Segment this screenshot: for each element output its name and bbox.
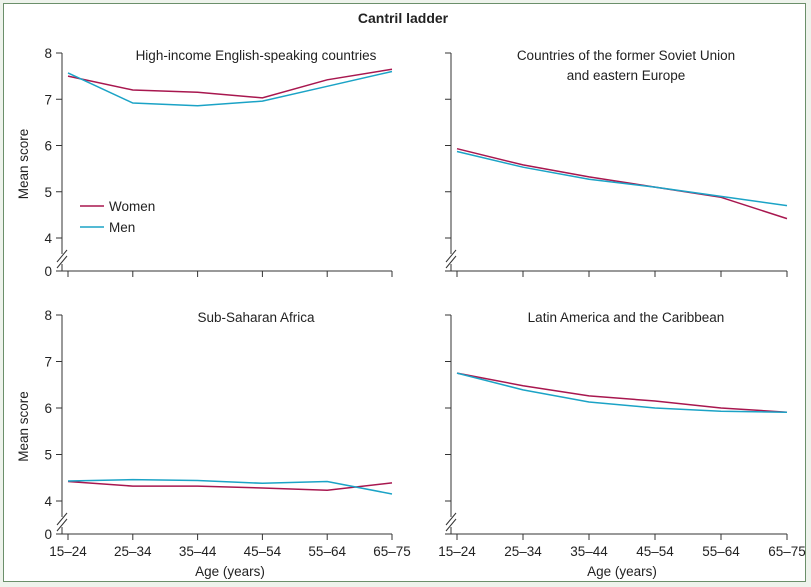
x-tick-label: 35–44 — [570, 544, 608, 559]
y-tick-label: 0 — [44, 264, 52, 279]
y-tick-label: 8 — [44, 308, 52, 323]
series-line-women — [67, 480, 393, 492]
x-tick-label: 15–24 — [49, 544, 87, 559]
y-tick-label: 5 — [44, 448, 52, 463]
x-tick-label: 65–75 — [373, 544, 411, 559]
figure-frame: Cantril ladder 4 5 6 7 8 0 Mean score High-inco… — [3, 3, 806, 582]
y-tick-label: 0 — [44, 527, 52, 542]
series-line-women — [67, 68, 393, 99]
x-tick-label: 45–54 — [244, 544, 282, 559]
y-axis-label: Mean score — [16, 129, 31, 200]
panel-title: Latin America and the Caribbean — [528, 310, 725, 325]
chart-title: Cantril ladder — [358, 10, 449, 26]
series-line-men — [67, 70, 393, 107]
x-tick-label: 35–44 — [179, 544, 217, 559]
series-line-men — [456, 150, 788, 207]
x-axis-label: Age (years) — [587, 564, 657, 579]
axis-break-mark — [56, 512, 68, 526]
x-tick-label: 55–64 — [308, 544, 346, 559]
panel-title: and eastern Europe — [567, 68, 686, 83]
y-tick-label: 4 — [44, 494, 52, 509]
axis-break-mark — [445, 255, 457, 269]
axis-break-mark — [445, 518, 457, 532]
y-tick-label: 5 — [44, 185, 52, 200]
x-axis-label: Age (years) — [195, 564, 265, 579]
axis-break-mark — [56, 255, 68, 269]
x-tick-label: 55–64 — [702, 544, 740, 559]
axis-break-mark — [445, 249, 457, 263]
axis-break-mark — [56, 249, 68, 263]
series-line-women — [456, 147, 788, 220]
panel-title: Sub-Saharan Africa — [197, 310, 315, 325]
y-tick-label: 6 — [44, 401, 52, 416]
legend-label-men: Men — [109, 220, 135, 235]
y-tick-label: 7 — [44, 92, 52, 107]
panel-title: Countries of the former Soviet Union — [517, 48, 735, 63]
y-tick-label: 8 — [44, 46, 52, 61]
x-tick-label: 45–54 — [636, 544, 674, 559]
axis-break-mark — [56, 518, 68, 532]
axis-break-mark — [445, 512, 457, 526]
x-tick-label: 65–75 — [768, 544, 806, 559]
series-line-men — [456, 372, 788, 413]
series-line-men — [67, 478, 393, 495]
y-tick-label: 7 — [44, 355, 52, 370]
y-tick-label: 6 — [44, 139, 52, 154]
x-tick-label: 15–24 — [438, 544, 476, 559]
series-line-women — [456, 372, 788, 413]
x-tick-label: 25–34 — [504, 544, 542, 559]
legend-label-women: Women — [109, 199, 155, 214]
x-tick-label: 25–34 — [114, 544, 152, 559]
chart-svg: Cantril ladder 4 5 6 7 8 0 Mean score High-inco… — [16, 10, 806, 579]
panel-title: High-income English-speaking countries — [136, 48, 377, 63]
y-tick-label: 4 — [44, 231, 52, 246]
y-axis-label: Mean score — [16, 391, 31, 462]
